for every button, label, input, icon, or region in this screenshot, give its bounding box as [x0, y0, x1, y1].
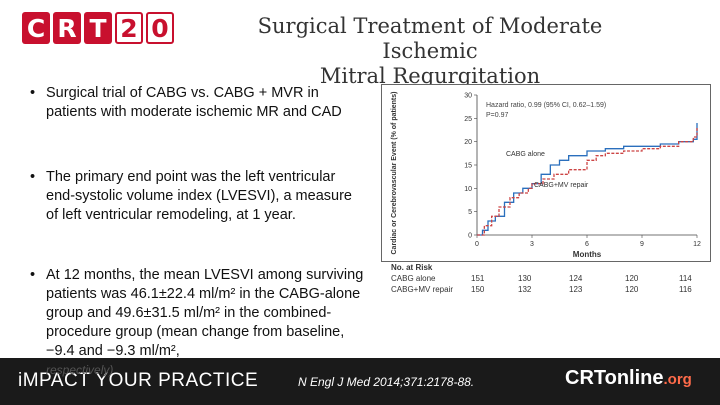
risk-row: CABG+MV repair 150 132 123 120 116: [391, 285, 711, 296]
bullet-dot: •: [30, 169, 36, 185]
y-tick-label: 5: [468, 209, 472, 216]
y-axis-label: Cardiac or Cerebrovascular Event (% of p…: [391, 92, 398, 255]
y-tick-label: 30: [464, 93, 472, 100]
y-tick-label: 20: [464, 139, 472, 146]
bullet-item: • The primary end point was the left ven…: [22, 168, 367, 225]
km-chart: 0 5 10 15 20 25 30 0 3 6 9 12 Cardiac or Cerebrovas…: [381, 84, 711, 262]
bullet-text: The primary end point was the left ventr…: [46, 169, 352, 223]
logo-letter: 2: [115, 12, 143, 44]
bullet-item: • Surgical trial of CABG vs. CABG + MVR …: [22, 84, 367, 122]
bullet-dot: •: [30, 267, 36, 283]
risk-value: 124: [569, 274, 583, 283]
y-tick-label: 0: [468, 233, 472, 240]
brand-suffix: .org: [663, 371, 692, 388]
risk-value: 114: [679, 274, 692, 283]
logo-letter: 0: [146, 12, 174, 44]
series-label-cabg-mv: CABG+MV repair: [534, 182, 589, 189]
logo-letter: R: [53, 12, 81, 44]
risk-value: 120: [625, 285, 639, 294]
bullet-item: • At 12 months, the mean LVESVI among su…: [22, 266, 367, 361]
y-tick-label: 15: [464, 163, 472, 170]
risk-value: 123: [569, 285, 583, 294]
x-axis-label: Months: [573, 250, 602, 259]
risk-table: No. at Risk CABG alone 151 130 124 120 1…: [391, 263, 711, 296]
series-line-cabg-mv-repair: [477, 127, 698, 236]
series-label-cabg-alone: CABG alone: [506, 151, 545, 158]
y-tick-label: 10: [464, 186, 472, 193]
risk-value: 132: [518, 285, 532, 294]
logo-letter: C: [22, 12, 50, 44]
bullet-text: At 12 months, the mean LVESVI among surv…: [46, 267, 364, 359]
risk-value: 120: [625, 274, 639, 283]
x-tick-label: 0: [475, 241, 479, 248]
km-chart-svg: 0 5 10 15 20 25 30 0 3 6 9 12 Cardiac or Cerebrovas…: [391, 92, 701, 260]
risk-row-label: CABG alone: [391, 274, 436, 283]
crt20-logo: C R T 2 0: [22, 12, 174, 46]
risk-value: 116: [679, 285, 692, 294]
y-tick-label: 25: [464, 116, 472, 123]
logo-letter: T: [84, 12, 112, 44]
x-tick-label: 6: [585, 241, 589, 248]
p-value-annotation: P=0.97: [486, 112, 508, 119]
overflow-text: respectively): [46, 363, 114, 377]
series-line-cabg-alone: [477, 123, 698, 236]
hazard-ratio-annotation: Hazard ratio, 0.99 (95% CI, 0.62–1.59): [486, 102, 606, 109]
x-tick-label: 12: [693, 241, 701, 248]
footer-citation: N Engl J Med 2014;371:2178-88.: [298, 375, 475, 389]
bullet-text: Surgical trial of CABG vs. CABG + MVR in…: [46, 85, 342, 120]
risk-value: 150: [471, 285, 485, 294]
x-tick-label: 9: [640, 241, 644, 248]
risk-title: No. at Risk: [391, 263, 433, 272]
risk-value: 151: [471, 274, 485, 283]
x-tick-label: 3: [530, 241, 534, 248]
slide-title: Surgical Treatment of Moderate Ischemic …: [220, 14, 640, 89]
bullet-dot: •: [30, 85, 36, 101]
brand-name: CRTonline: [565, 367, 664, 389]
title-line-1: Surgical Treatment of Moderate Ischemic: [257, 14, 603, 63]
risk-row-label: CABG+MV repair: [391, 285, 454, 294]
footer-brand-logo: CRTonline.org: [565, 367, 692, 390]
risk-row: CABG alone 151 130 124 120 114: [391, 274, 711, 285]
footer-tagline: iMPACT YOUR PRACTICE: [18, 370, 259, 391]
footer-bar: iMPACT YOUR PRACTICE N Engl J Med 2014;3…: [0, 358, 720, 405]
risk-value: 130: [518, 274, 532, 283]
